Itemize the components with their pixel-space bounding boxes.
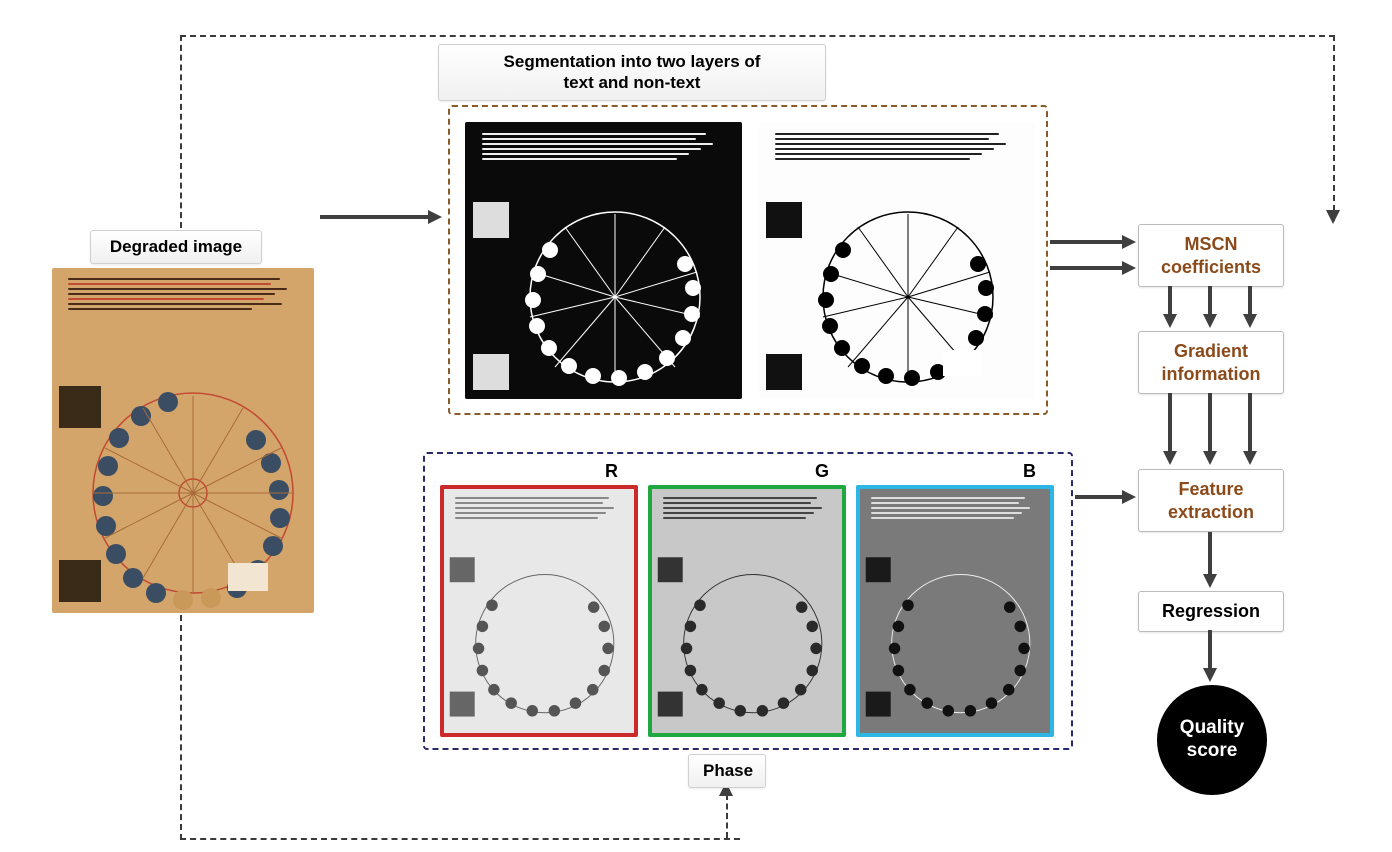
quality-score: Quality score	[1157, 685, 1267, 795]
phase-label: Phase	[688, 754, 766, 788]
seg-text-layer	[465, 122, 742, 399]
gradient-l2: information	[1162, 364, 1261, 384]
regression-box: Regression	[1138, 591, 1284, 632]
b-label: B	[1023, 461, 1036, 482]
mscn-box: MSCN coefficients	[1138, 224, 1284, 287]
mscn-l1: MSCN	[1185, 234, 1238, 254]
feature-l2: extraction	[1168, 502, 1254, 522]
g-label: G	[815, 461, 829, 482]
seg-nontext-layer	[758, 122, 1035, 399]
degraded-image	[52, 268, 314, 613]
feature-box: Feature extraction	[1138, 469, 1284, 532]
segmentation-label: Segmentation into two layers of text and…	[438, 44, 826, 101]
gradient-l1: Gradient	[1174, 341, 1248, 361]
regression-text: Regression	[1162, 601, 1260, 621]
degraded-label-text: Degraded image	[110, 237, 242, 256]
seg-label-line2: text and non-text	[564, 73, 701, 92]
phase-r-image	[440, 485, 638, 737]
r-label: R	[605, 461, 618, 482]
feature-l1: Feature	[1178, 479, 1243, 499]
degraded-label: Degraded image	[90, 230, 262, 264]
phase-label-text: Phase	[703, 761, 753, 780]
quality-l2: score	[1187, 740, 1238, 761]
gradient-box: Gradient information	[1138, 331, 1284, 394]
phase-g-image	[648, 485, 846, 737]
phase-b-image	[856, 485, 1054, 737]
seg-label-line1: Segmentation into two layers of	[504, 52, 761, 71]
quality-l1: Quality	[1180, 717, 1244, 738]
mscn-l2: coefficients	[1161, 257, 1261, 277]
